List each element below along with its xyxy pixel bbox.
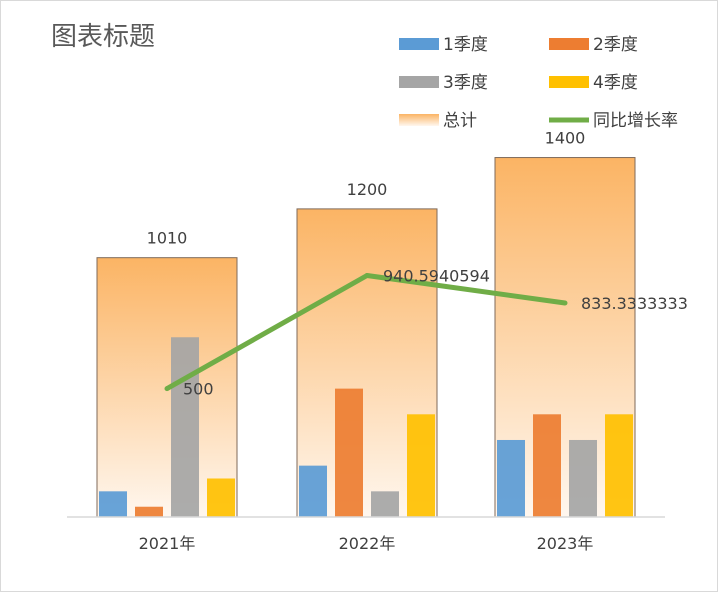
growth-point-2	[364, 272, 370, 278]
bar-q1-1	[99, 491, 127, 517]
growth-point-1	[164, 386, 170, 392]
growth-point-3	[562, 300, 568, 306]
legend-swatch-1	[399, 38, 439, 50]
total-label-1: 1010	[147, 229, 188, 248]
plot-area: 1010 2021年 1200 2022年 1400 2023年 500 940.594059…	[67, 129, 688, 553]
legend-swatch-5	[399, 114, 439, 126]
legend-label-1: 1季度	[443, 35, 488, 55]
bar-q1-3	[497, 439, 525, 517]
legend-swatch-2	[549, 38, 589, 50]
legend-label-5: 总计	[443, 111, 477, 131]
bar-q2-2	[335, 388, 363, 517]
chart-title: 图表标题	[51, 22, 155, 52]
total-label-2: 1200	[347, 180, 388, 199]
bar-q4-3	[605, 414, 633, 517]
category-label-1: 2021年	[139, 534, 196, 553]
legend-label-6: 同比增长率	[593, 111, 678, 131]
legend-label-3: 3季度	[443, 73, 488, 93]
bar-q3-2	[371, 491, 399, 517]
category-label-3: 2023年	[537, 534, 594, 553]
legend-label-2: 2季度	[593, 35, 638, 55]
legend-swatch-4	[549, 76, 589, 88]
bar-q2-3	[533, 414, 561, 517]
growth-label-3: 833.3333333	[581, 294, 688, 313]
bar-q2-1	[135, 506, 163, 517]
bar-q1-2	[299, 465, 327, 517]
category-label-2: 2022年	[339, 534, 396, 553]
growth-label-1: 500	[183, 380, 214, 399]
legend-swatch-3	[399, 76, 439, 88]
bar-q3-3	[569, 439, 597, 517]
bar-q3-1	[171, 337, 199, 517]
legend-label-4: 4季度	[593, 73, 638, 93]
bar-q4-2	[407, 414, 435, 517]
total-label-3: 1400	[545, 129, 586, 148]
growth-label-2: 940.5940594	[383, 266, 490, 285]
bar-q4-1	[207, 478, 235, 517]
